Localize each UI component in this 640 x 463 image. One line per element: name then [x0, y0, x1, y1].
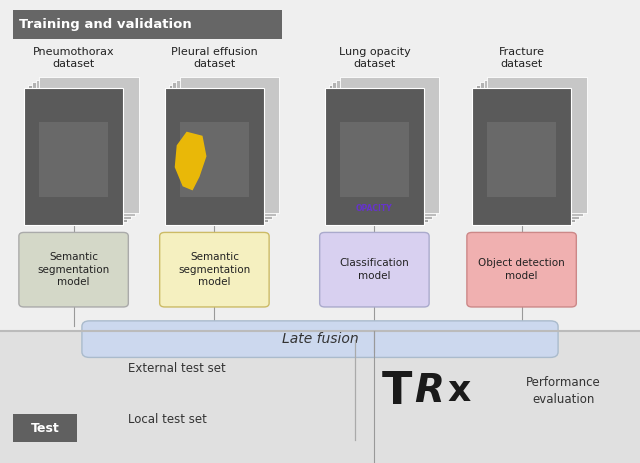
Bar	[24, 88, 123, 225]
Text: R: R	[414, 372, 444, 410]
Bar	[324, 88, 424, 225]
FancyBboxPatch shape	[319, 232, 429, 307]
FancyBboxPatch shape	[467, 232, 576, 307]
Text: OPACITY: OPACITY	[356, 204, 393, 213]
Bar	[40, 77, 139, 213]
FancyBboxPatch shape	[0, 0, 640, 331]
Text: Semantic
segmentation
model: Semantic segmentation model	[38, 252, 109, 287]
Bar	[180, 77, 280, 213]
Text: Local test set: Local test set	[128, 413, 207, 425]
Text: Object detection
model: Object detection model	[478, 258, 565, 281]
Bar	[173, 82, 272, 219]
Bar	[337, 80, 435, 216]
Text: Pneumothorax
dataset: Pneumothorax dataset	[33, 47, 115, 69]
Bar	[480, 82, 579, 219]
Bar	[472, 88, 571, 225]
Bar	[476, 85, 575, 222]
FancyBboxPatch shape	[160, 232, 269, 307]
Bar	[484, 80, 583, 216]
Bar	[329, 85, 428, 222]
FancyBboxPatch shape	[82, 321, 558, 357]
Bar	[24, 88, 123, 225]
Polygon shape	[175, 131, 207, 190]
Bar	[487, 122, 556, 197]
Bar	[324, 88, 424, 225]
Bar	[165, 88, 264, 225]
Bar	[39, 122, 108, 197]
Bar	[165, 88, 264, 225]
Text: Classification
model: Classification model	[340, 258, 409, 281]
Bar	[340, 122, 409, 197]
Text: External test set: External test set	[128, 362, 226, 375]
Bar	[177, 80, 275, 216]
Text: Late fusion: Late fusion	[282, 332, 358, 346]
Bar	[333, 82, 431, 219]
Text: Performance
evaluation: Performance evaluation	[526, 376, 600, 406]
Bar	[32, 82, 131, 219]
FancyBboxPatch shape	[13, 10, 282, 39]
Text: T: T	[381, 370, 412, 413]
Bar	[36, 80, 135, 216]
Text: Test: Test	[31, 422, 59, 435]
Text: Training and validation: Training and validation	[19, 18, 192, 31]
FancyBboxPatch shape	[0, 331, 640, 463]
Text: Lung opacity
dataset: Lung opacity dataset	[339, 47, 410, 69]
Text: Fracture
dataset: Fracture dataset	[499, 47, 545, 69]
Text: x: x	[447, 374, 470, 408]
Text: Semantic
segmentation
model: Semantic segmentation model	[179, 252, 250, 287]
Bar	[488, 77, 586, 213]
Bar	[340, 77, 440, 213]
Bar	[180, 122, 249, 197]
Bar	[169, 85, 268, 222]
FancyBboxPatch shape	[19, 232, 128, 307]
Text: Pleural effusion
dataset: Pleural effusion dataset	[171, 47, 258, 69]
Bar	[472, 88, 571, 225]
FancyBboxPatch shape	[13, 414, 77, 442]
Bar	[28, 85, 127, 222]
